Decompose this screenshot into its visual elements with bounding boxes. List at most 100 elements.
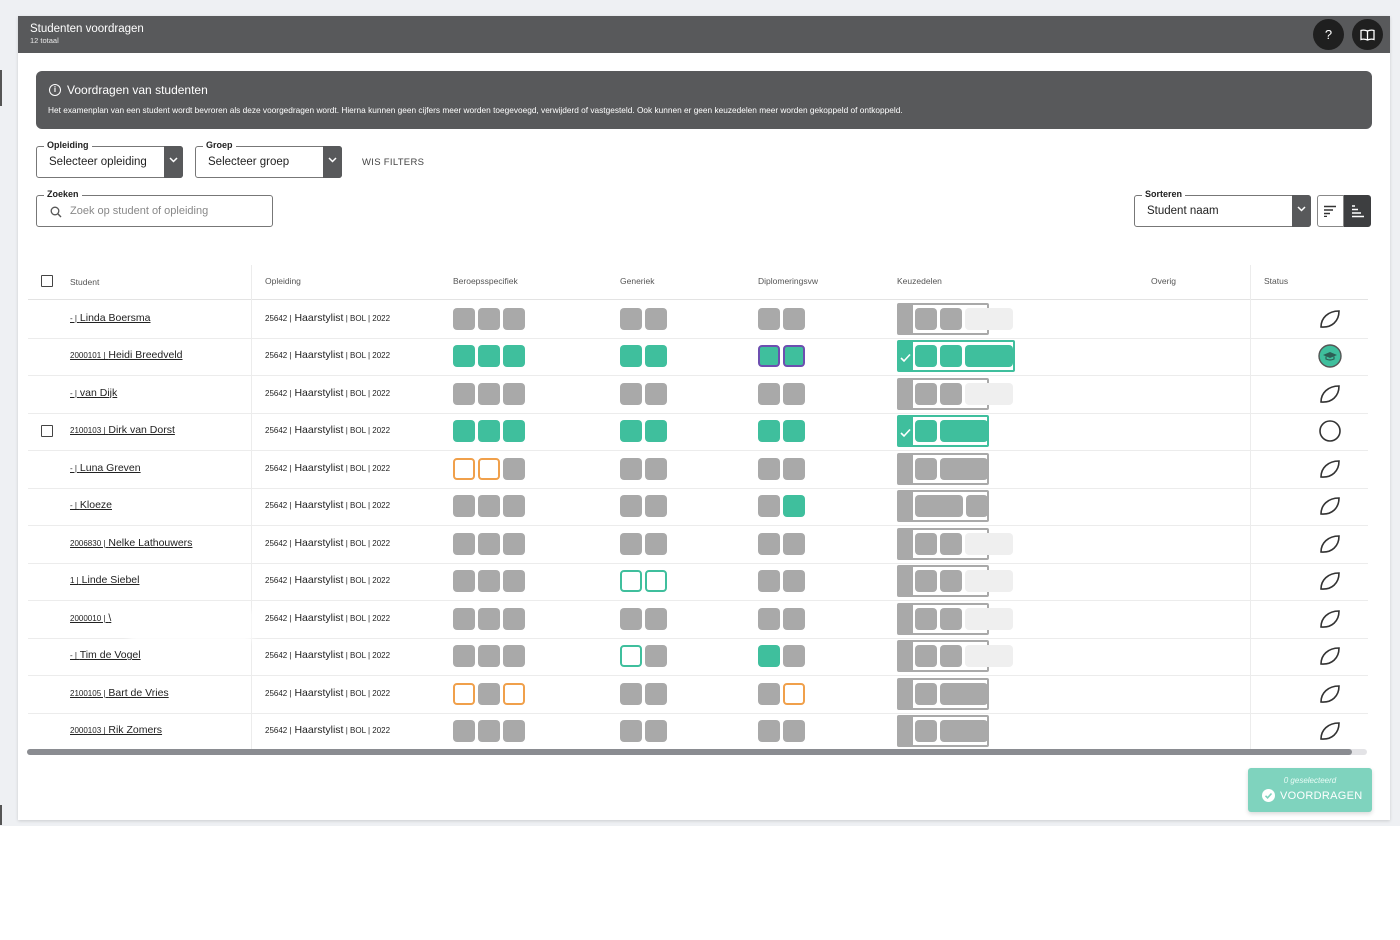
beroepsspecifiek-indicator[interactable] [478,382,500,405]
student-link[interactable]: - | Luna Greven [70,462,141,474]
beroepsspecifiek-indicator[interactable] [503,532,525,555]
beroepsspecifiek-indicator[interactable] [478,495,500,518]
keuzedelen-indicator[interactable] [897,565,1013,598]
select-all-checkbox[interactable] [41,275,53,287]
col-header-keuzedelen[interactable]: Keuzedelen [897,276,942,286]
beroepsspecifiek-indicator[interactable] [478,607,500,630]
generiek-indicator[interactable] [645,345,667,368]
beroepsspecifiek-indicator[interactable] [503,457,525,480]
beroepsspecifiek-indicator[interactable] [453,607,475,630]
col-header-generiek[interactable]: Generiek [620,276,655,286]
beroepsspecifiek-indicator[interactable] [478,457,500,480]
beroepsspecifiek-indicator[interactable] [453,307,475,330]
beroepsspecifiek-indicator[interactable] [453,682,475,705]
beroepsspecifiek-indicator[interactable] [503,570,525,593]
keuzedelen-indicator[interactable] [897,490,989,523]
leaf-status-icon[interactable] [1317,643,1343,669]
student-link[interactable]: 2000101 | Heidi Breedveld [70,349,183,361]
generiek-indicator[interactable] [645,420,667,443]
keuzedelen-indicator[interactable] [897,377,1013,410]
horizontal-scrollbar-thumb[interactable] [27,749,1352,755]
diplomeringsvw-indicator[interactable] [783,345,805,368]
generiek-indicator[interactable] [645,495,667,518]
beroepsspecifiek-indicator[interactable] [453,720,475,743]
diplomeringsvw-indicator[interactable] [783,382,805,405]
student-link[interactable]: - | Tim de Vogel [70,649,141,661]
leaf-status-icon[interactable] [1317,568,1343,594]
opleiding-select[interactable]: Opleiding Selecteer opleiding [36,140,183,178]
sort-dropdown-button[interactable] [1292,195,1311,227]
diplomeringsvw-indicator[interactable] [783,495,805,518]
generiek-indicator[interactable] [620,495,642,518]
generiek-indicator[interactable] [620,345,642,368]
keuzedelen-indicator[interactable] [897,415,989,448]
groep-dropdown-button[interactable] [323,146,342,178]
generiek-indicator[interactable] [620,307,642,330]
beroepsspecifiek-indicator[interactable] [453,457,475,480]
beroepsspecifiek-indicator[interactable] [453,382,475,405]
graduate-status-icon[interactable] [1317,343,1343,369]
beroepsspecifiek-indicator[interactable] [478,682,500,705]
beroepsspecifiek-indicator[interactable] [503,645,525,668]
diplomeringsvw-indicator[interactable] [758,382,780,405]
diplomeringsvw-indicator[interactable] [758,345,780,368]
beroepsspecifiek-indicator[interactable] [503,382,525,405]
diplomeringsvw-indicator[interactable] [758,532,780,555]
opleiding-dropdown-button[interactable] [164,146,183,178]
leaf-status-icon[interactable] [1317,606,1343,632]
beroepsspecifiek-indicator[interactable] [478,570,500,593]
generiek-indicator[interactable] [620,607,642,630]
diplomeringsvw-indicator[interactable] [758,570,780,593]
diplomeringsvw-indicator[interactable] [783,720,805,743]
beroepsspecifiek-indicator[interactable] [503,495,525,518]
leaf-status-icon[interactable] [1317,493,1343,519]
groep-select[interactable]: Groep Selecteer groep [195,140,342,178]
beroepsspecifiek-indicator[interactable] [453,345,475,368]
student-link[interactable]: 2100105 | Bart de Vries [70,687,169,699]
col-header-overig[interactable]: Overig [1151,276,1177,286]
generiek-indicator[interactable] [645,457,667,480]
diplomeringsvw-indicator[interactable] [758,607,780,630]
keuzedelen-indicator[interactable] [897,640,1013,673]
generiek-indicator[interactable] [620,420,642,443]
leaf-status-icon[interactable] [1317,456,1343,482]
beroepsspecifiek-indicator[interactable] [453,645,475,668]
generiek-indicator[interactable] [645,570,667,593]
student-link[interactable]: - | Linda Boersma [70,312,151,324]
diplomeringsvw-indicator[interactable] [758,457,780,480]
generiek-indicator[interactable] [620,645,642,668]
generiek-indicator[interactable] [620,532,642,555]
keuzedelen-indicator[interactable] [897,302,1013,335]
beroepsspecifiek-indicator[interactable] [503,307,525,330]
generiek-indicator[interactable] [645,645,667,668]
beroepsspecifiek-indicator[interactable] [453,570,475,593]
generiek-indicator[interactable] [645,720,667,743]
search-input[interactable]: Zoek op student of opleiding [70,205,209,217]
sort-select[interactable]: Sorteren Student naam [1134,189,1311,227]
search-field[interactable]: Zoeken Zoek op student of opleiding [36,189,273,227]
col-header-student[interactable]: Student [70,277,100,287]
generiek-indicator[interactable] [620,720,642,743]
generiek-indicator[interactable] [620,382,642,405]
diplomeringsvw-indicator[interactable] [783,532,805,555]
keuzedelen-indicator[interactable] [897,677,989,710]
generiek-indicator[interactable] [645,682,667,705]
student-link[interactable]: - | Kloeze [70,499,112,511]
col-header-diplomeringsvw[interactable]: Diplomeringsvw [758,276,818,286]
beroepsspecifiek-indicator[interactable] [453,420,475,443]
student-link[interactable]: 2000103 | Rik Zomers [70,724,162,736]
diplomeringsvw-indicator[interactable] [758,307,780,330]
beroepsspecifiek-indicator[interactable] [503,720,525,743]
leaf-status-icon[interactable] [1317,306,1343,332]
col-header-beroepsspecifiek[interactable]: Beroepsspecifiek [453,276,518,286]
beroepsspecifiek-indicator[interactable] [453,532,475,555]
generiek-indicator[interactable] [645,307,667,330]
diplomeringsvw-indicator[interactable] [783,307,805,330]
diplomeringsvw-indicator[interactable] [758,645,780,668]
clear-filters-link[interactable]: WIS FILTERS [362,157,425,168]
diplomeringsvw-indicator[interactable] [783,420,805,443]
beroepsspecifiek-indicator[interactable] [478,307,500,330]
help-button[interactable]: ? [1313,19,1344,50]
sort-descending-button[interactable] [1317,195,1344,227]
leaf-status-icon[interactable] [1317,681,1343,707]
